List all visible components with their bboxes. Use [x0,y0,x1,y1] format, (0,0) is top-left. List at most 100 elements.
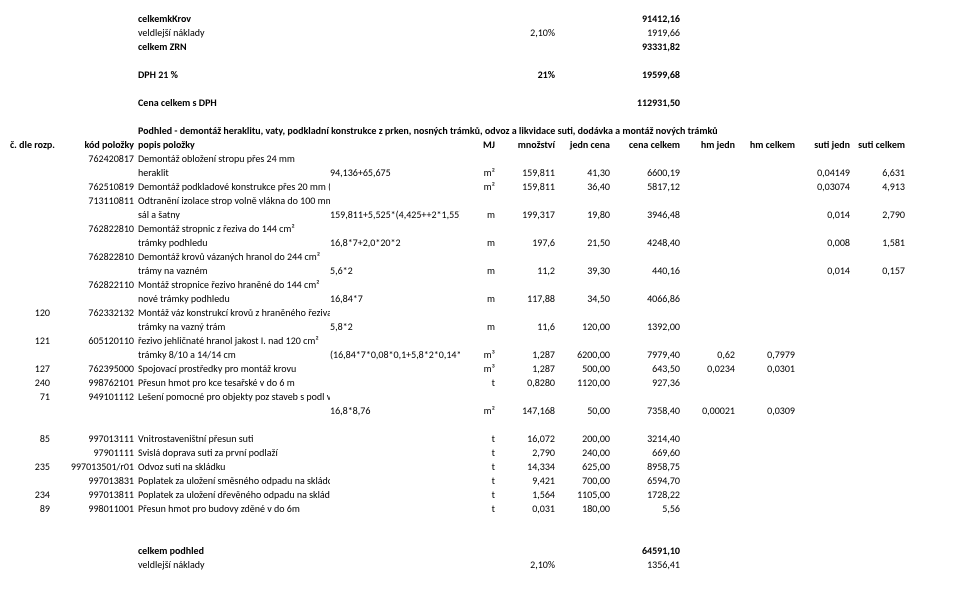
hdr-tot: cena celkem [610,138,680,152]
cell-unit: 240,00 [555,446,610,460]
cell-hmc [735,376,795,390]
cell-sc [850,194,905,208]
cell-qty: 1,287 [495,348,555,362]
cell-mj [460,334,495,348]
cell-qty [495,278,555,292]
cell-mj [460,222,495,236]
cell-mj: m² [460,180,495,194]
cell-hmc [735,460,795,474]
cell-tot: 669,60 [610,446,680,460]
cell-mj: m [460,292,495,306]
cell-seq [10,474,54,488]
cell-calc [330,278,460,292]
cell-desc: Odtranění izolace strop volně vlákna do … [138,194,330,208]
cell-unit [555,250,610,264]
cell-sc [850,278,905,292]
cell-desc: Demontáž podkladové konstrukce přes 20 m… [138,180,330,194]
cell-sj [795,306,850,320]
cell-qty: 1,287 [495,362,555,376]
footer-label: veldlejší náklady [138,558,330,572]
cell-hmj [680,194,735,208]
cell-seq [10,180,54,194]
cell-hmj [680,432,735,446]
cell-seq [10,278,54,292]
cell-sc [850,376,905,390]
cell-seq [10,348,54,362]
cell-sj [795,348,850,362]
cell-sc: 2,790 [850,208,905,222]
cell-code: 762822810 [54,250,138,264]
cell-qty [495,334,555,348]
cell-sc [850,362,905,376]
cell-qty: 117,88 [495,292,555,306]
cell-code: 762822810 [54,222,138,236]
cell-sc [850,334,905,348]
cell-sc [850,446,905,460]
cell-sc: 4,913 [850,180,905,194]
cell-hmc [735,208,795,222]
total-label: Cena celkem s DPH [138,96,330,110]
cell-sj [795,152,850,166]
cell-qty: 11,6 [495,320,555,334]
cell-hmj [680,460,735,474]
cell-hmc [735,320,795,334]
hdr-mj: MJ [460,138,495,152]
cell-code: 997013811 [54,488,138,502]
cell-calc [330,432,460,446]
cell-hmj [680,152,735,166]
cell-code: 997013831 [54,474,138,488]
cell-qty: 16,072 [495,432,555,446]
cell-unit [555,390,610,404]
cell-hmj: 0,62 [680,348,735,362]
cell-hmj: 0,00021 [680,404,735,418]
footer-value: 1356,41 [610,558,680,572]
cell-sj [795,460,850,474]
cell-desc: Poplatek za uložení směsného odpadu na s… [138,474,330,488]
cell-qty: 2,790 [495,446,555,460]
cell-mj: m [460,236,495,250]
cell-hmc [735,152,795,166]
cell-calc [330,390,460,404]
cell-seq [10,166,54,180]
footer-pct [495,544,555,558]
cell-sc [850,292,905,306]
cell-sc [850,152,905,166]
cell-sc [850,460,905,474]
cell-sc [850,306,905,320]
cell-hmj [680,376,735,390]
cell-desc: Přesun hmot pro budovy zděné v do 6m [138,502,330,516]
cell-code: 949101112 [54,390,138,404]
cell-sj [795,376,850,390]
cell-sj: 0,008 [795,236,850,250]
cell-unit: 1120,00 [555,376,610,390]
cell-sj [795,292,850,306]
cell-desc: Přesun hmot pro kce tesařské v do 6 m [138,376,330,390]
cell-unit: 700,00 [555,474,610,488]
hdr-unit: jedn cena [555,138,610,152]
cell-code [54,348,138,362]
cell-tot [610,390,680,404]
cell-unit: 21,50 [555,236,610,250]
hdr-sc: suti celkem [850,138,905,152]
hdr-code: kód položky [54,138,138,152]
cell-sj: 0,014 [795,264,850,278]
cell-sc [850,488,905,502]
cell-hmc [735,250,795,264]
cell-qty [495,250,555,264]
cell-code: 762420817 [54,152,138,166]
cell-qty: 197,6 [495,236,555,250]
cell-unit: 1105,00 [555,488,610,502]
cell-unit: 120,00 [555,320,610,334]
cell-mj: m³ [460,362,495,376]
cell-tot: 1392,00 [610,320,680,334]
cell-sj [795,320,850,334]
cell-code: 997013111 [54,432,138,446]
cell-unit: 6200,00 [555,348,610,362]
cell-mj: t [460,446,495,460]
cell-sj [795,502,850,516]
cell-sc [850,404,905,418]
cell-calc [330,502,460,516]
cell-sc [850,474,905,488]
cell-tot: 440,16 [610,264,680,278]
cell-tot: 1728,22 [610,488,680,502]
